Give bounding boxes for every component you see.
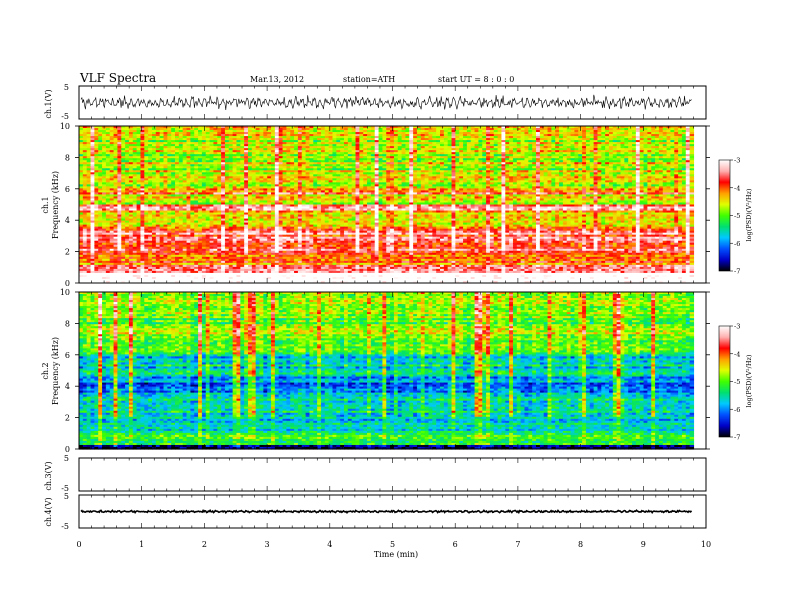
station-label: station=ATH xyxy=(343,75,395,84)
ch1-spectrogram-image xyxy=(79,126,694,284)
ch1-waveform-ylabel: ch.1(V) xyxy=(44,89,53,118)
start-ut-label: start UT = 8 : 0 : 0 xyxy=(438,75,514,84)
ch1-waveform-ytick-top: 5 xyxy=(64,83,69,92)
figure-title: VLF Spectra xyxy=(79,71,156,85)
date-label: Mar.13, 2012 xyxy=(250,75,304,84)
ch1-waveform-line xyxy=(81,95,692,110)
ch1-waveform-ytick-bottom: -5 xyxy=(61,112,69,121)
panel-ch1-waveform: ch.1(V) 5 -5 xyxy=(44,83,706,121)
